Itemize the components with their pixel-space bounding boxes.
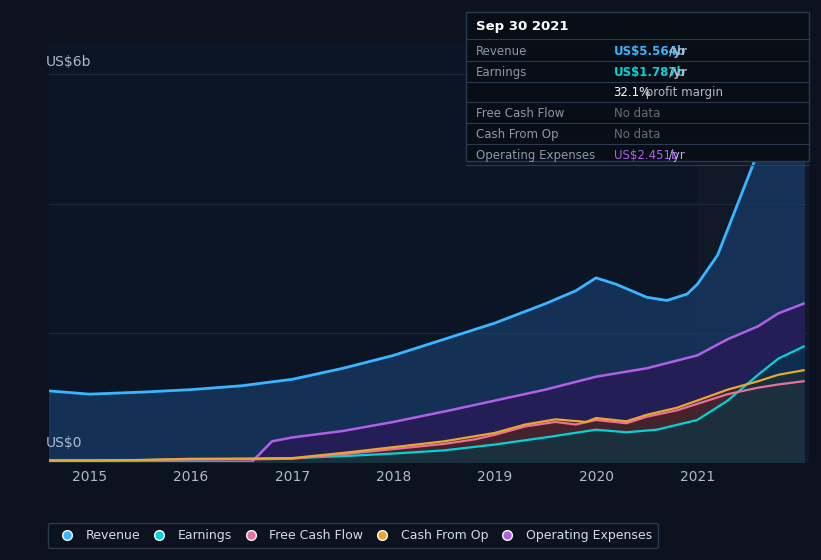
Text: /yr: /yr: [665, 148, 685, 162]
Text: 32.1%: 32.1%: [613, 86, 651, 100]
Text: Cash From Op: Cash From Op: [476, 128, 558, 141]
Text: profit margin: profit margin: [642, 86, 723, 100]
Text: US$5.564b: US$5.564b: [613, 45, 686, 58]
Text: US$6b: US$6b: [45, 55, 91, 69]
Text: No data: No data: [613, 128, 660, 141]
Legend: Revenue, Earnings, Free Cash Flow, Cash From Op, Operating Expenses: Revenue, Earnings, Free Cash Flow, Cash …: [48, 522, 658, 548]
Text: US$2.451b: US$2.451b: [613, 148, 678, 162]
Text: Sep 30 2021: Sep 30 2021: [476, 20, 569, 33]
Text: No data: No data: [613, 107, 660, 120]
Text: Operating Expenses: Operating Expenses: [476, 148, 595, 162]
Text: /yr: /yr: [665, 66, 687, 79]
Text: Earnings: Earnings: [476, 66, 528, 79]
Text: US$1.787b: US$1.787b: [613, 66, 686, 79]
Text: Revenue: Revenue: [476, 45, 528, 58]
Text: US$0: US$0: [45, 436, 82, 450]
Bar: [697, 42, 819, 462]
Text: /yr: /yr: [665, 45, 687, 58]
Text: Free Cash Flow: Free Cash Flow: [476, 107, 565, 120]
